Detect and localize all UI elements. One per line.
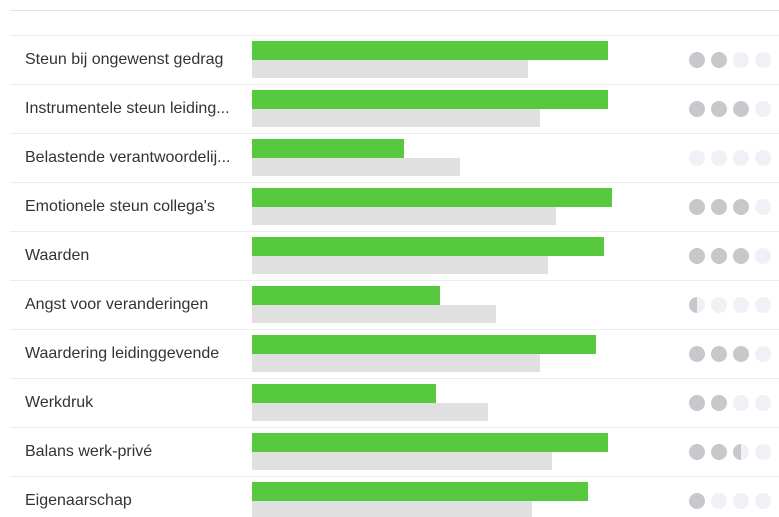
row-label: Waarden — [25, 247, 89, 264]
bar — [252, 452, 552, 470]
rating-dots — [689, 346, 771, 362]
rating-dots — [689, 297, 771, 313]
rating-dot — [755, 248, 771, 264]
row-label: Steun bij ongewenst gedrag — [25, 51, 223, 68]
rating-dots — [689, 395, 771, 411]
bar — [252, 501, 532, 517]
rating-dots — [689, 150, 771, 166]
rating-dot — [689, 493, 705, 509]
row-label: Belastende verantwoordelij... — [25, 149, 230, 166]
rating-dot — [733, 101, 749, 117]
bar — [252, 207, 556, 225]
rating-dot — [755, 52, 771, 68]
rating-dot — [689, 395, 705, 411]
bar — [252, 482, 588, 501]
row-label: Balans werk-privé — [25, 443, 152, 460]
rating-dot — [711, 150, 727, 166]
bar — [252, 256, 548, 274]
row-label: Eigenaarschap — [25, 492, 132, 509]
bar — [252, 354, 540, 372]
rating-dot — [711, 444, 727, 460]
rating-dot — [733, 493, 749, 509]
rating-dot — [733, 297, 749, 313]
rating-dot — [689, 248, 705, 264]
row-label: Angst voor veranderingen — [25, 296, 208, 313]
bar — [252, 433, 608, 452]
bar — [252, 237, 604, 256]
rating-dot — [755, 395, 771, 411]
rating-dot — [711, 493, 727, 509]
rating-dot — [755, 101, 771, 117]
rating-dot — [711, 101, 727, 117]
bar — [252, 188, 612, 207]
rating-dot-half — [689, 297, 697, 313]
rating-dot — [755, 444, 771, 460]
rating-dot — [689, 444, 705, 460]
rating-dot — [689, 346, 705, 362]
bar — [252, 139, 404, 158]
rating-dot — [755, 493, 771, 509]
rating-dot — [755, 346, 771, 362]
rating-dots — [689, 493, 771, 509]
bar — [252, 305, 496, 323]
bar — [252, 335, 596, 354]
rating-dot — [733, 248, 749, 264]
rating-dot — [689, 150, 705, 166]
rating-dot — [689, 199, 705, 215]
bar — [252, 90, 608, 109]
rating-dot — [755, 297, 771, 313]
rating-dot — [755, 150, 771, 166]
bar — [252, 286, 440, 305]
bar — [252, 384, 436, 403]
row-label: Instrumentele steun leiding... — [25, 100, 230, 117]
bar — [252, 109, 540, 127]
rating-dot — [711, 395, 727, 411]
rating-dot — [711, 297, 727, 313]
row-label: Werkdruk — [25, 394, 94, 411]
rating-dot — [733, 346, 749, 362]
bar — [252, 60, 528, 78]
row-label: Emotionele steun collega's — [25, 198, 215, 215]
rating-dot — [733, 199, 749, 215]
bar — [252, 158, 460, 176]
rating-dot — [755, 199, 771, 215]
rating-dot — [711, 52, 727, 68]
bar — [252, 403, 488, 421]
rating-dots — [689, 52, 771, 68]
rating-dot — [711, 199, 727, 215]
rating-dot — [711, 248, 727, 264]
rating-dot-half — [733, 444, 741, 460]
bar — [252, 41, 608, 60]
rating-dot — [733, 150, 749, 166]
rating-dots — [689, 444, 771, 460]
rating-dot — [689, 101, 705, 117]
rating-dots — [689, 248, 771, 264]
rating-dot — [733, 395, 749, 411]
rating-dots — [689, 101, 771, 117]
rating-dots — [689, 199, 771, 215]
rating-dot — [733, 52, 749, 68]
rating-dot — [689, 52, 705, 68]
row-label: Waardering leidinggevende — [25, 345, 219, 362]
rating-dot — [711, 346, 727, 362]
